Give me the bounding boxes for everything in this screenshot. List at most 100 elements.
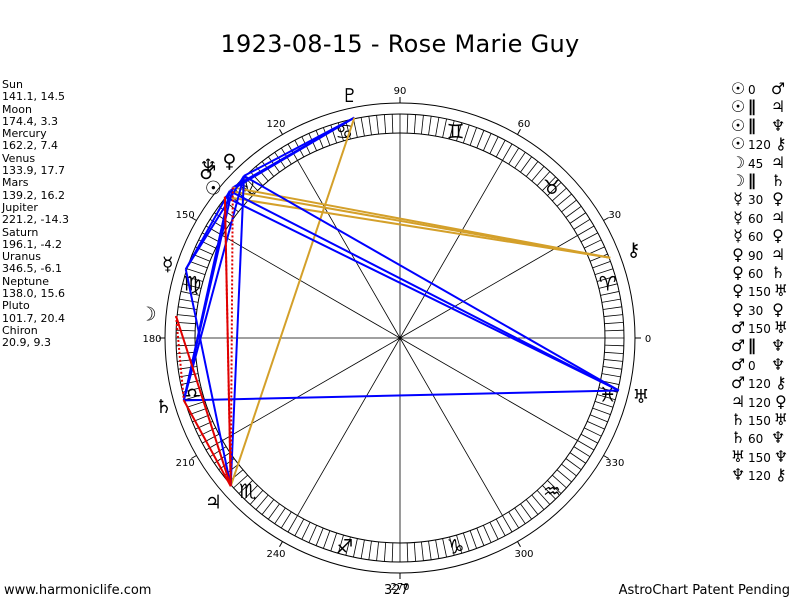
planet-glyph-icon: ♀ <box>732 244 744 264</box>
zodiac-sign-icon: ♐ <box>335 535 353 559</box>
degree-tick <box>368 540 372 560</box>
degree-tick <box>561 199 577 213</box>
planet-position-value: 133.9, 17.7 <box>2 164 65 178</box>
outer-tick <box>603 217 609 221</box>
degree-tick <box>376 541 379 561</box>
degree-tick <box>189 407 208 415</box>
aspect-line <box>232 116 355 189</box>
planet-glyph-icon: ☿ <box>733 189 743 209</box>
degree-tick <box>456 122 463 142</box>
aspect-line <box>182 175 245 401</box>
planet-glyph-icon: ☿ <box>733 207 743 227</box>
degree-tick <box>531 166 545 182</box>
degree-tick <box>469 127 477 146</box>
aspect-value: 0 <box>748 83 756 97</box>
degree-tick <box>421 115 424 135</box>
degree-tick <box>536 171 551 186</box>
degree-tick <box>556 469 572 483</box>
degree-tick <box>508 147 520 165</box>
degree-tick <box>483 133 492 151</box>
degree-tick <box>376 115 379 135</box>
planet-glyph-icon: ☉ <box>730 79 746 98</box>
degree-tick <box>391 542 394 562</box>
planet-glyph-icon: ♃ <box>770 152 786 172</box>
degree-tick <box>577 225 595 236</box>
aspect-value: ∥ <box>748 97 756 117</box>
aspect-value: 120 <box>748 395 771 410</box>
planet-glyph-icon: ♃ <box>770 97 786 117</box>
degree-tick <box>573 218 591 230</box>
degree-tick <box>552 474 567 489</box>
moon-glyph-icon: ☽ <box>140 303 157 325</box>
degree-tick <box>249 171 264 186</box>
degree-tick <box>476 527 485 546</box>
degree-tick <box>413 542 417 562</box>
degree-tick <box>602 306 622 310</box>
zodiac-sign-icon: ♑ <box>447 535 465 559</box>
aspect-line <box>224 195 620 392</box>
degree-tick <box>565 458 582 470</box>
planet-glyph-icon: ♄ <box>730 410 746 430</box>
degree-tick <box>592 407 611 415</box>
degree-tick <box>353 538 358 558</box>
zodiac-sign-icon: ♊ <box>447 119 465 143</box>
zodiac-sign-icon: ♈ <box>599 271 617 295</box>
planet-name: Jupiter <box>2 200 38 214</box>
degree-tick <box>456 534 463 554</box>
planet-glyph-icon: ☉ <box>730 134 746 154</box>
planet-glyph-icon: ♀ <box>772 189 784 209</box>
degree-tick <box>604 329 624 332</box>
degree-tick <box>186 268 206 276</box>
sun-glyph-icon: ☉ <box>205 177 222 199</box>
degree-tick <box>406 542 409 562</box>
planet-glyph-icon: ♄ <box>770 170 786 190</box>
planet-glyph-icon: ♅ <box>730 446 746 466</box>
outer-tick <box>517 129 521 135</box>
aspect-value: 150 <box>748 285 771 300</box>
planet-position-value: 138.0, 15.6 <box>2 287 65 301</box>
degree-tick <box>184 394 204 401</box>
aspect-row: ♀ 30 ♀ <box>728 300 800 319</box>
planet-name: Neptune <box>2 274 50 288</box>
degree-tick <box>261 499 275 515</box>
planet-glyph-icon: ♂ <box>730 354 746 374</box>
degree-tick <box>495 140 506 158</box>
degree-tick <box>186 400 206 408</box>
planet-name: Mars <box>2 176 29 190</box>
aspect-line <box>229 175 245 487</box>
planet-position-value: 346.5, -6.1 <box>2 262 62 276</box>
aspect-row: ☉ 120 ⚷ <box>728 134 800 154</box>
degree-tick <box>177 314 197 317</box>
planet-glyph-icon: ♆ <box>770 354 786 374</box>
degree-tick <box>176 321 196 325</box>
planet-glyph-icon: ♂ <box>730 336 746 356</box>
aspect-row: ☉ ∥ ♆ <box>728 115 800 135</box>
degree-tick <box>176 329 196 332</box>
aspect-line <box>175 315 232 487</box>
degree-label: 330 <box>605 458 624 469</box>
degree-tick <box>489 522 499 540</box>
degree-tick <box>596 275 616 282</box>
aspect-value: ∥ <box>748 115 756 135</box>
planet-glyph-icon: ⚷ <box>775 134 787 154</box>
degree-tick <box>205 440 223 451</box>
degree-tick <box>294 518 305 536</box>
degree-tick <box>514 507 526 524</box>
mercury-glyph-icon: ☿ <box>162 253 174 275</box>
degree-label: 30 <box>608 210 621 221</box>
degree-tick <box>589 253 608 262</box>
degree-tick <box>542 176 556 191</box>
chiron-glyph-icon: ⚷ <box>627 239 641 261</box>
aspect-row: ♆ 120 ⚷ <box>728 465 800 484</box>
planet-position-value: 196.1, -4.2 <box>2 237 62 251</box>
degree-tick <box>596 394 616 401</box>
degree-label: 0 <box>645 334 651 345</box>
degree-tick <box>603 359 623 362</box>
jupiter-glyph-icon: ♃ <box>205 491 222 513</box>
degree-tick <box>268 503 280 520</box>
aspect-line <box>184 190 231 270</box>
planet-position-list: Sun 141.1, 14.5 Moon 174.4, 3.3 Mercury 162.2… <box>2 78 82 350</box>
degree-tick <box>495 518 506 536</box>
aspect-value: 60 <box>748 230 764 245</box>
website-link[interactable]: www.harmoniclife.com <box>4 583 152 598</box>
